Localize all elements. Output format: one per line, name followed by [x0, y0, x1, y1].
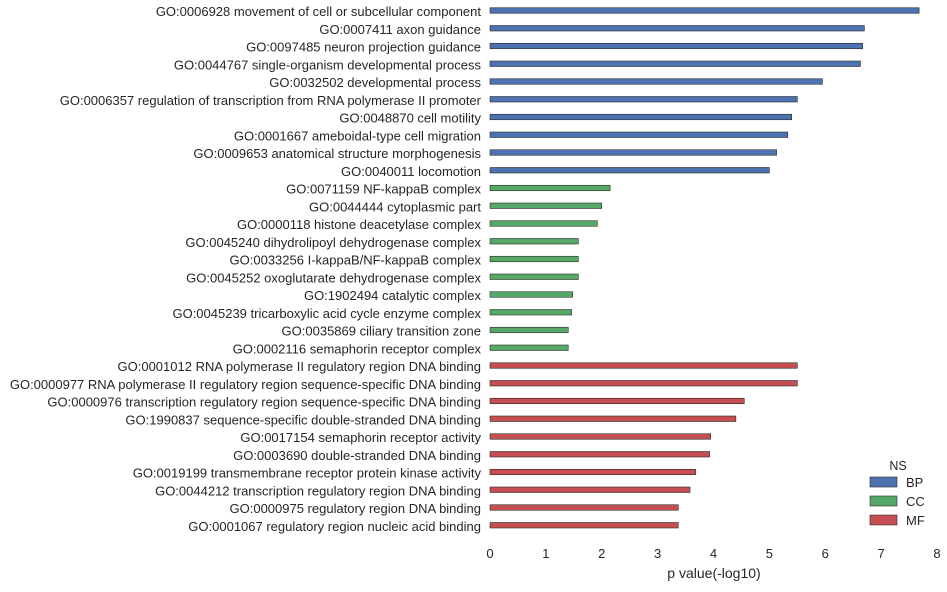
category-label: GO:0045240 dihydrolipoyl dehydrogenase c… [185, 235, 481, 250]
category-label: GO:0019199 transmembrane receptor protei… [133, 466, 482, 481]
legend-entries: BP CC MF [869, 475, 925, 528]
category-label: GO:0035869 ciliary transition zone [282, 324, 481, 339]
legend-label-cc: CC [906, 494, 925, 509]
x-tick-label: 4 [710, 546, 717, 561]
category-label: GO:0002116 semaphorin receptor complex [233, 341, 482, 356]
category-label: GO:0045239 tricarboxylic acid cycle enzy… [172, 306, 481, 321]
bar-mf [489, 451, 710, 458]
x-tick-label: 6 [822, 546, 829, 561]
category-label: GO:0000975 regulatory region DNA binding [230, 501, 482, 516]
bar-cc [489, 255, 579, 263]
category-label: GO:0000118 histone deacetylase complex [237, 217, 482, 232]
legend-swatch-mf [869, 514, 898, 526]
bars-layer [489, 7, 920, 529]
bar-mf [489, 522, 679, 529]
bar-cc [489, 291, 573, 298]
category-label: GO:0001667 ameboidal-type cell migration [234, 128, 481, 143]
category-label: GO:0001012 RNA polymerase II regulatory … [118, 359, 481, 374]
category-label: GO:0048870 cell motility [339, 111, 481, 126]
bar-bp [489, 60, 861, 67]
bar-bp [489, 96, 798, 103]
x-tick-label: 5 [766, 546, 773, 561]
category-label: GO:0032502 developmental process [269, 75, 481, 90]
bar-bp [489, 131, 789, 138]
bar-cc [489, 344, 569, 351]
bar-mf [489, 486, 691, 493]
category-label: GO:0000976 transcription regulatory regi… [47, 395, 481, 410]
bar-mf [489, 397, 745, 405]
bar-cc [489, 202, 603, 209]
category-labels: GO:0006928 movement of cell or subcellul… [10, 4, 482, 534]
x-tick-label: 2 [598, 546, 605, 561]
x-tick-label: 7 [878, 546, 885, 561]
category-label: GO:0044444 cytoplasmic part [309, 199, 481, 214]
bar-bp [489, 7, 920, 14]
bar-cc [489, 220, 598, 227]
category-label: GO:0097485 neuron projection guidance [246, 40, 481, 55]
category-label: GO:0045252 oxoglutarate dehydrogenase co… [186, 270, 481, 285]
bar-bp [489, 113, 793, 121]
x-axis-ticks: 0 1 2 3 4 5 6 7 8 [486, 546, 940, 561]
category-label: GO:1902494 catalytic complex [304, 288, 482, 303]
category-label: GO:0044767 single-organism developmental… [174, 57, 482, 72]
category-label: GO:0009653 anatomical structure morphoge… [193, 146, 481, 161]
bar-cc [489, 238, 579, 245]
legend-label-mf: MF [906, 513, 925, 528]
bar-mf [489, 504, 679, 511]
bar-cc [489, 326, 569, 334]
bar-bp [489, 42, 863, 50]
x-tick-label: 1 [542, 546, 549, 561]
bar-mf [489, 380, 798, 387]
bar-bp [489, 25, 865, 32]
category-label: GO:0033256 I-kappaB/NF-kappaB complex [230, 253, 482, 268]
bar-cc [489, 184, 611, 192]
bar-mf [489, 362, 798, 369]
category-label: GO:0003690 double-stranded DNA binding [233, 448, 481, 463]
category-label: GO:0006928 movement of cell or subcellul… [156, 4, 482, 19]
x-tick-label: 8 [933, 546, 940, 561]
legend: NS BP CC MF [869, 459, 925, 528]
bar-bp [489, 78, 823, 85]
x-axis-title: p value(-log10) [667, 565, 760, 581]
bar-mf [489, 433, 712, 440]
category-label: GO:0040011 locomotion [341, 164, 481, 179]
bar-cc [489, 309, 572, 316]
category-label: GO:0000977 RNA polymerase II regulatory … [10, 377, 481, 392]
category-label: GO:0044212 transcription regulatory regi… [155, 483, 481, 498]
x-tick-label: 3 [654, 546, 661, 561]
category-label: GO:0071159 NF-kappaB complex [286, 182, 481, 197]
legend-title: NS [889, 459, 906, 473]
category-label: GO:0017154 semaphorin receptor activity [240, 430, 481, 445]
category-label: GO:0007411 axon guidance [319, 22, 481, 37]
category-label: GO:0001067 regulatory region nucleic aci… [188, 519, 481, 534]
category-label: GO:0006357 regulation of transcription f… [60, 93, 482, 108]
bar-mf [489, 415, 737, 422]
x-tick-label: 0 [486, 546, 493, 561]
legend-label-bp: BP [906, 475, 923, 490]
category-label: GO:1990837 sequence-specific double-stra… [125, 412, 481, 427]
bar-cc [489, 273, 579, 280]
legend-swatch-bp [869, 476, 898, 488]
bar-mf [489, 468, 696, 476]
bar-bp [489, 149, 777, 156]
bar-bp [489, 167, 770, 174]
legend-swatch-cc [869, 495, 898, 507]
